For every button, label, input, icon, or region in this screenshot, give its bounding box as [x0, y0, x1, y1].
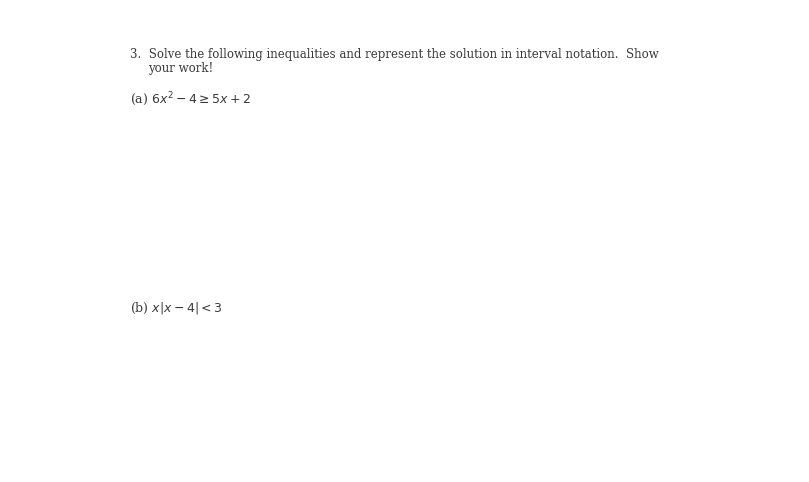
Text: 3.  Solve the following inequalities and represent the solution in interval nota: 3. Solve the following inequalities and …: [130, 48, 659, 61]
Text: (b) $x|x - 4| < 3$: (b) $x|x - 4| < 3$: [130, 300, 222, 316]
Text: (a) $6x^2 - 4 \geq 5x + 2$: (a) $6x^2 - 4 \geq 5x + 2$: [130, 90, 251, 107]
Text: your work!: your work!: [148, 62, 214, 75]
